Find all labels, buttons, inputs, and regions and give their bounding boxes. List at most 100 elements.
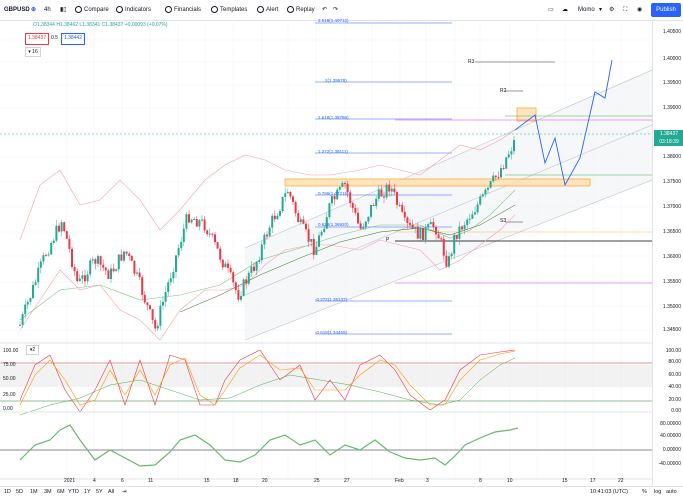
publish-button[interactable]: Publish <box>651 3 681 17</box>
cloud-icon[interactable]: ☁ <box>562 7 568 13</box>
range-3m[interactable]: 3M <box>44 489 52 495</box>
log-toggle[interactable]: log <box>654 489 662 495</box>
stoch-collapse-button[interactable]: ▾2 <box>26 345 39 355</box>
sell-price-box[interactable]: 1.38437 <box>25 33 49 45</box>
candle-body <box>466 219 469 226</box>
candle-body <box>29 298 32 302</box>
candle-body <box>359 223 362 229</box>
time-label: 15 <box>204 478 210 484</box>
current-price-tag: 1.38437 <box>654 130 683 138</box>
momentum-tick: 40.00000 <box>660 433 681 439</box>
financials-button[interactable]: Financials <box>165 5 201 16</box>
trend-channel <box>245 70 652 340</box>
candle-body <box>242 279 245 296</box>
undo-icon[interactable]: ↶ <box>322 7 328 13</box>
candle-body <box>45 255 47 257</box>
settings-icon[interactable]: ⚙ <box>609 7 615 13</box>
candle-body <box>455 234 458 239</box>
replay-button[interactable]: Replay <box>287 5 315 16</box>
candle-body <box>357 212 359 224</box>
buy-price-box[interactable]: 1.38442 <box>61 33 85 45</box>
price-axis[interactable]: 1.40500 1.40000 1.39500 1.39000 1.38000 … <box>652 20 683 486</box>
candle-body <box>344 183 346 185</box>
candle-body <box>247 272 250 284</box>
momentum-tick: -40.00000 <box>658 461 681 467</box>
candle-body <box>276 215 279 220</box>
camera-icon[interactable]: ◉ <box>637 7 643 13</box>
percent-toggle[interactable]: % <box>642 489 647 495</box>
candle-body <box>120 254 123 261</box>
candle-body <box>424 227 427 240</box>
layout-name-button[interactable]: Momo <box>578 7 595 13</box>
go-to-date-icon[interactable]: ⇥ <box>122 489 127 495</box>
templates-button[interactable]: Templates <box>211 5 247 16</box>
candle-body <box>19 324 21 326</box>
fullscreen-icon[interactable]: ⛶ <box>623 7 628 13</box>
stoch-left-tick: 100.00 <box>3 348 19 354</box>
range-1d[interactable]: 1D <box>4 489 12 495</box>
price-tick: 1.37500 <box>662 179 681 185</box>
add-symbol-icon[interactable]: ⊕ <box>31 7 37 13</box>
candle-body <box>255 261 258 271</box>
stoch-right-tick: 0.00 <box>671 408 681 414</box>
stoch-right-tick: 60.00 <box>668 372 681 378</box>
chart-canvas[interactable] <box>0 20 652 486</box>
momentum-tick: 80.00000 <box>660 421 681 427</box>
utc-clock[interactable]: 10:41:03 (UTC) <box>590 489 628 495</box>
alert-button[interactable]: Alert <box>257 5 278 16</box>
range-6m[interactable]: 6M <box>57 489 65 495</box>
indicator-collapse-button[interactable]: ▾ 16 <box>25 47 41 57</box>
price-tick: 1.39000 <box>662 105 681 111</box>
range-1m[interactable]: 1M <box>30 489 38 495</box>
stoch-k-line <box>19 349 516 413</box>
indicators-button[interactable]: Indicators <box>116 5 151 16</box>
redo-icon[interactable]: ↷ <box>333 7 339 13</box>
indicators-icon <box>116 5 123 13</box>
candle-body <box>341 183 344 187</box>
candle-body <box>182 228 185 242</box>
candle-body <box>388 184 391 192</box>
candle-body <box>513 139 515 152</box>
time-label: 8 <box>479 478 482 484</box>
range-5y[interactable]: 5Y <box>96 489 103 495</box>
candle-body <box>489 181 492 188</box>
auto-toggle[interactable]: auto <box>666 489 677 495</box>
chart-type-icon[interactable]: ▮▯ <box>60 7 67 13</box>
candle-body <box>409 223 411 225</box>
candle-body <box>505 157 508 169</box>
candle-body <box>162 301 164 306</box>
candle-body <box>138 272 141 278</box>
candle-body <box>429 222 432 225</box>
fib-label: 2.618(1.40712) <box>318 18 349 23</box>
candle-body <box>377 189 380 199</box>
candle-body <box>159 305 162 326</box>
alert-label: Alert <box>266 7 279 13</box>
ma-green <box>19 189 516 321</box>
chevron-down-icon[interactable]: ▾ <box>599 7 603 13</box>
interval-button[interactable]: 4h <box>44 7 51 13</box>
templates-label: Templates <box>220 7 248 13</box>
candle-body <box>125 251 128 254</box>
range-1y[interactable]: 1Y <box>84 489 91 495</box>
symbol-search[interactable]: GBPUSD <box>4 7 30 13</box>
candle-body <box>154 320 157 329</box>
channel-mid <box>244 124 652 296</box>
price-tick: 1.36500 <box>662 229 681 235</box>
range-ytd[interactable]: YTD <box>68 489 79 495</box>
candle-body <box>156 325 159 329</box>
candle-body <box>172 272 175 279</box>
price-tick: 1.35500 <box>662 279 681 285</box>
candle-body <box>216 242 219 249</box>
zone-box-2 <box>516 107 537 122</box>
candle-body <box>107 270 110 279</box>
candle-body <box>406 217 409 224</box>
stoch-right-tick: 80.00 <box>668 359 681 365</box>
candle-body <box>315 246 318 255</box>
range-all[interactable]: All <box>108 489 115 495</box>
fib-label: 0.618(1.36920) <box>318 222 349 227</box>
compare-button[interactable]: Compare <box>75 5 109 16</box>
range-5d[interactable]: 5D <box>16 489 24 495</box>
candle-body <box>403 211 406 218</box>
candle-body <box>481 194 484 197</box>
layout-icon[interactable]: ▭ <box>548 7 554 13</box>
